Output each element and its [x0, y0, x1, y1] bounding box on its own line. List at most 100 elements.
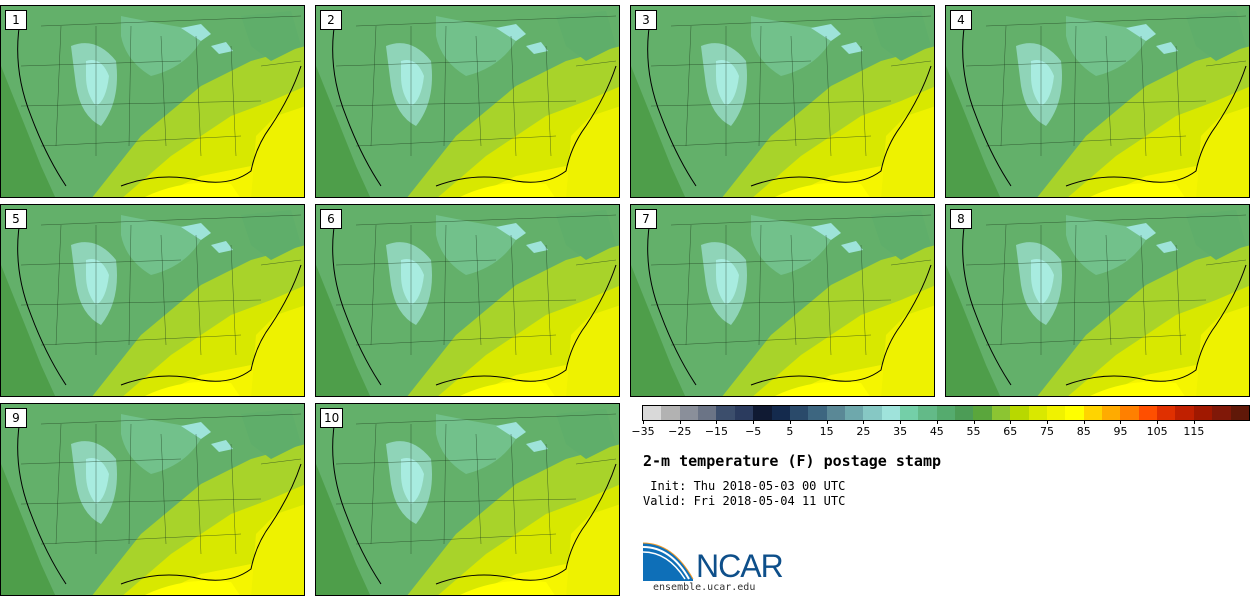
colorbar-bin — [1028, 406, 1047, 420]
colorbar-bin — [808, 406, 827, 420]
colorbar-tick-mark — [936, 420, 938, 424]
colorbar-tick-mark — [973, 420, 975, 424]
colorbar-tick-label: 75 — [1040, 425, 1054, 438]
colorbar-tick-mark — [1120, 420, 1122, 424]
colorbar-bin — [1046, 406, 1066, 420]
colorbar-bin — [1083, 406, 1102, 420]
map-panel-3: 3 — [630, 5, 935, 198]
colorbar-tick-label: 55 — [966, 425, 981, 438]
map-panel-10: 10 — [315, 403, 620, 596]
colorbar-bin — [716, 406, 735, 420]
temperature-map — [316, 404, 619, 595]
panel-number-label: 6 — [320, 209, 342, 229]
colorbar-tick-label: 65 — [1003, 425, 1018, 438]
colorbar-tick-label: 115 — [1183, 425, 1205, 438]
colorbar-bin — [881, 406, 901, 420]
temperature-map — [1, 205, 304, 396]
colorbar-tick-label: 105 — [1146, 425, 1168, 438]
colorbar-bin — [1101, 406, 1121, 420]
colorbar-tick-label: −5 — [745, 425, 762, 438]
colorbar-bin — [826, 406, 845, 420]
valid-time: Valid: Fri 2018-05-04 11 UTC — [643, 494, 846, 508]
panel-number-label: 9 — [5, 408, 27, 428]
panel-number-label: 3 — [635, 10, 657, 30]
colorbar-tick-label: −15 — [704, 425, 729, 438]
colorbar-bin — [643, 406, 662, 420]
map-panel-7: 7 — [630, 204, 935, 397]
colorbar-tick-label: −25 — [668, 425, 692, 438]
colorbar-bin — [991, 406, 1011, 420]
colorbar-bin — [1193, 406, 1213, 420]
colorbar-bin — [771, 406, 790, 420]
colorbar-tick-label: 85 — [1076, 425, 1091, 438]
colorbar-bin — [1010, 406, 1029, 420]
map-panel-4: 4 — [945, 5, 1250, 198]
colorbar-bin — [1138, 406, 1158, 420]
colorbar-tick-mark — [863, 420, 865, 424]
panel-number-label: 5 — [5, 209, 27, 229]
colorbar-tick-mark — [900, 420, 902, 424]
colorbar-tick-mark — [1047, 420, 1048, 424]
colorbar-bin — [698, 406, 717, 420]
panel-number-label: 8 — [950, 209, 972, 229]
colorbar-bin — [753, 406, 772, 420]
temperature-map — [1, 404, 304, 595]
ncar-brand-text: NCAR — [696, 548, 784, 584]
colorbar-bin — [679, 406, 699, 420]
colorbar-bin — [936, 406, 956, 420]
colorbar-bin — [1065, 406, 1084, 420]
panel-number-label: 7 — [635, 209, 657, 229]
colorbar-tick-mark — [753, 420, 755, 424]
map-panel-5: 5 — [0, 204, 305, 397]
temperature-colorbar — [642, 405, 1250, 421]
colorbar-tick-label: 5 — [786, 425, 794, 438]
colorbar-bin — [863, 406, 882, 420]
temperature-map — [946, 205, 1249, 396]
map-panel-2: 2 — [315, 5, 620, 198]
temperature-map — [631, 6, 934, 197]
map-panel-8: 8 — [945, 204, 1250, 397]
colorbar-bin — [789, 406, 809, 420]
colorbar-tick-label: −35 — [631, 425, 655, 438]
colorbar-tick-mark — [789, 420, 791, 424]
panel-number-label: 10 — [320, 408, 344, 428]
colorbar-tick-mark — [643, 420, 644, 424]
colorbar-tick-mark — [826, 420, 828, 424]
colorbar-bin — [973, 406, 992, 420]
colorbar-bin — [955, 406, 974, 420]
colorbar-bin — [1230, 406, 1249, 420]
colorbar-bin — [918, 406, 937, 420]
figure-title: 2-m temperature (F) postage stamp — [643, 452, 942, 470]
panel-number-label: 2 — [320, 10, 342, 30]
colorbar-bin — [1212, 406, 1231, 420]
website-label: ensemble.ucar.edu — [653, 582, 756, 593]
colorbar-tick-mark — [1157, 420, 1159, 424]
colorbar-tick-label: 95 — [1113, 425, 1128, 438]
ncar-logo-icon — [643, 542, 694, 581]
colorbar-tick-mark — [679, 420, 681, 424]
colorbar-bin — [661, 406, 680, 420]
colorbar-tick-mark — [716, 420, 718, 424]
colorbar-tick-mark — [1083, 420, 1085, 424]
colorbar-tick-label: 25 — [856, 425, 871, 438]
colorbar-bin — [1157, 406, 1176, 420]
colorbar-tick-mark — [1193, 420, 1195, 424]
temperature-map — [1, 6, 304, 197]
temperature-map — [316, 6, 619, 197]
colorbar-bin — [1120, 406, 1139, 420]
colorbar-bin — [734, 406, 754, 420]
colorbar-bin — [900, 406, 919, 420]
init-time: Init: Thu 2018-05-03 00 UTC — [643, 479, 846, 493]
colorbar-bin — [1175, 406, 1194, 420]
colorbar-tick-mark — [1010, 420, 1012, 424]
panel-number-label: 4 — [950, 10, 972, 30]
panel-number-label: 1 — [5, 10, 27, 30]
colorbar-bin — [844, 406, 864, 420]
temperature-map — [946, 6, 1249, 197]
temperature-map — [631, 205, 934, 396]
colorbar-tick-label: 35 — [893, 425, 908, 438]
map-panel-1: 1 — [0, 5, 305, 198]
colorbar-ticks: −35 −25 −15 −5 5 15 25 35 45 55 65 75 85 95 105 115 — [631, 420, 1250, 444]
temperature-map — [316, 205, 619, 396]
colorbar-tick-label: 45 — [929, 425, 944, 438]
